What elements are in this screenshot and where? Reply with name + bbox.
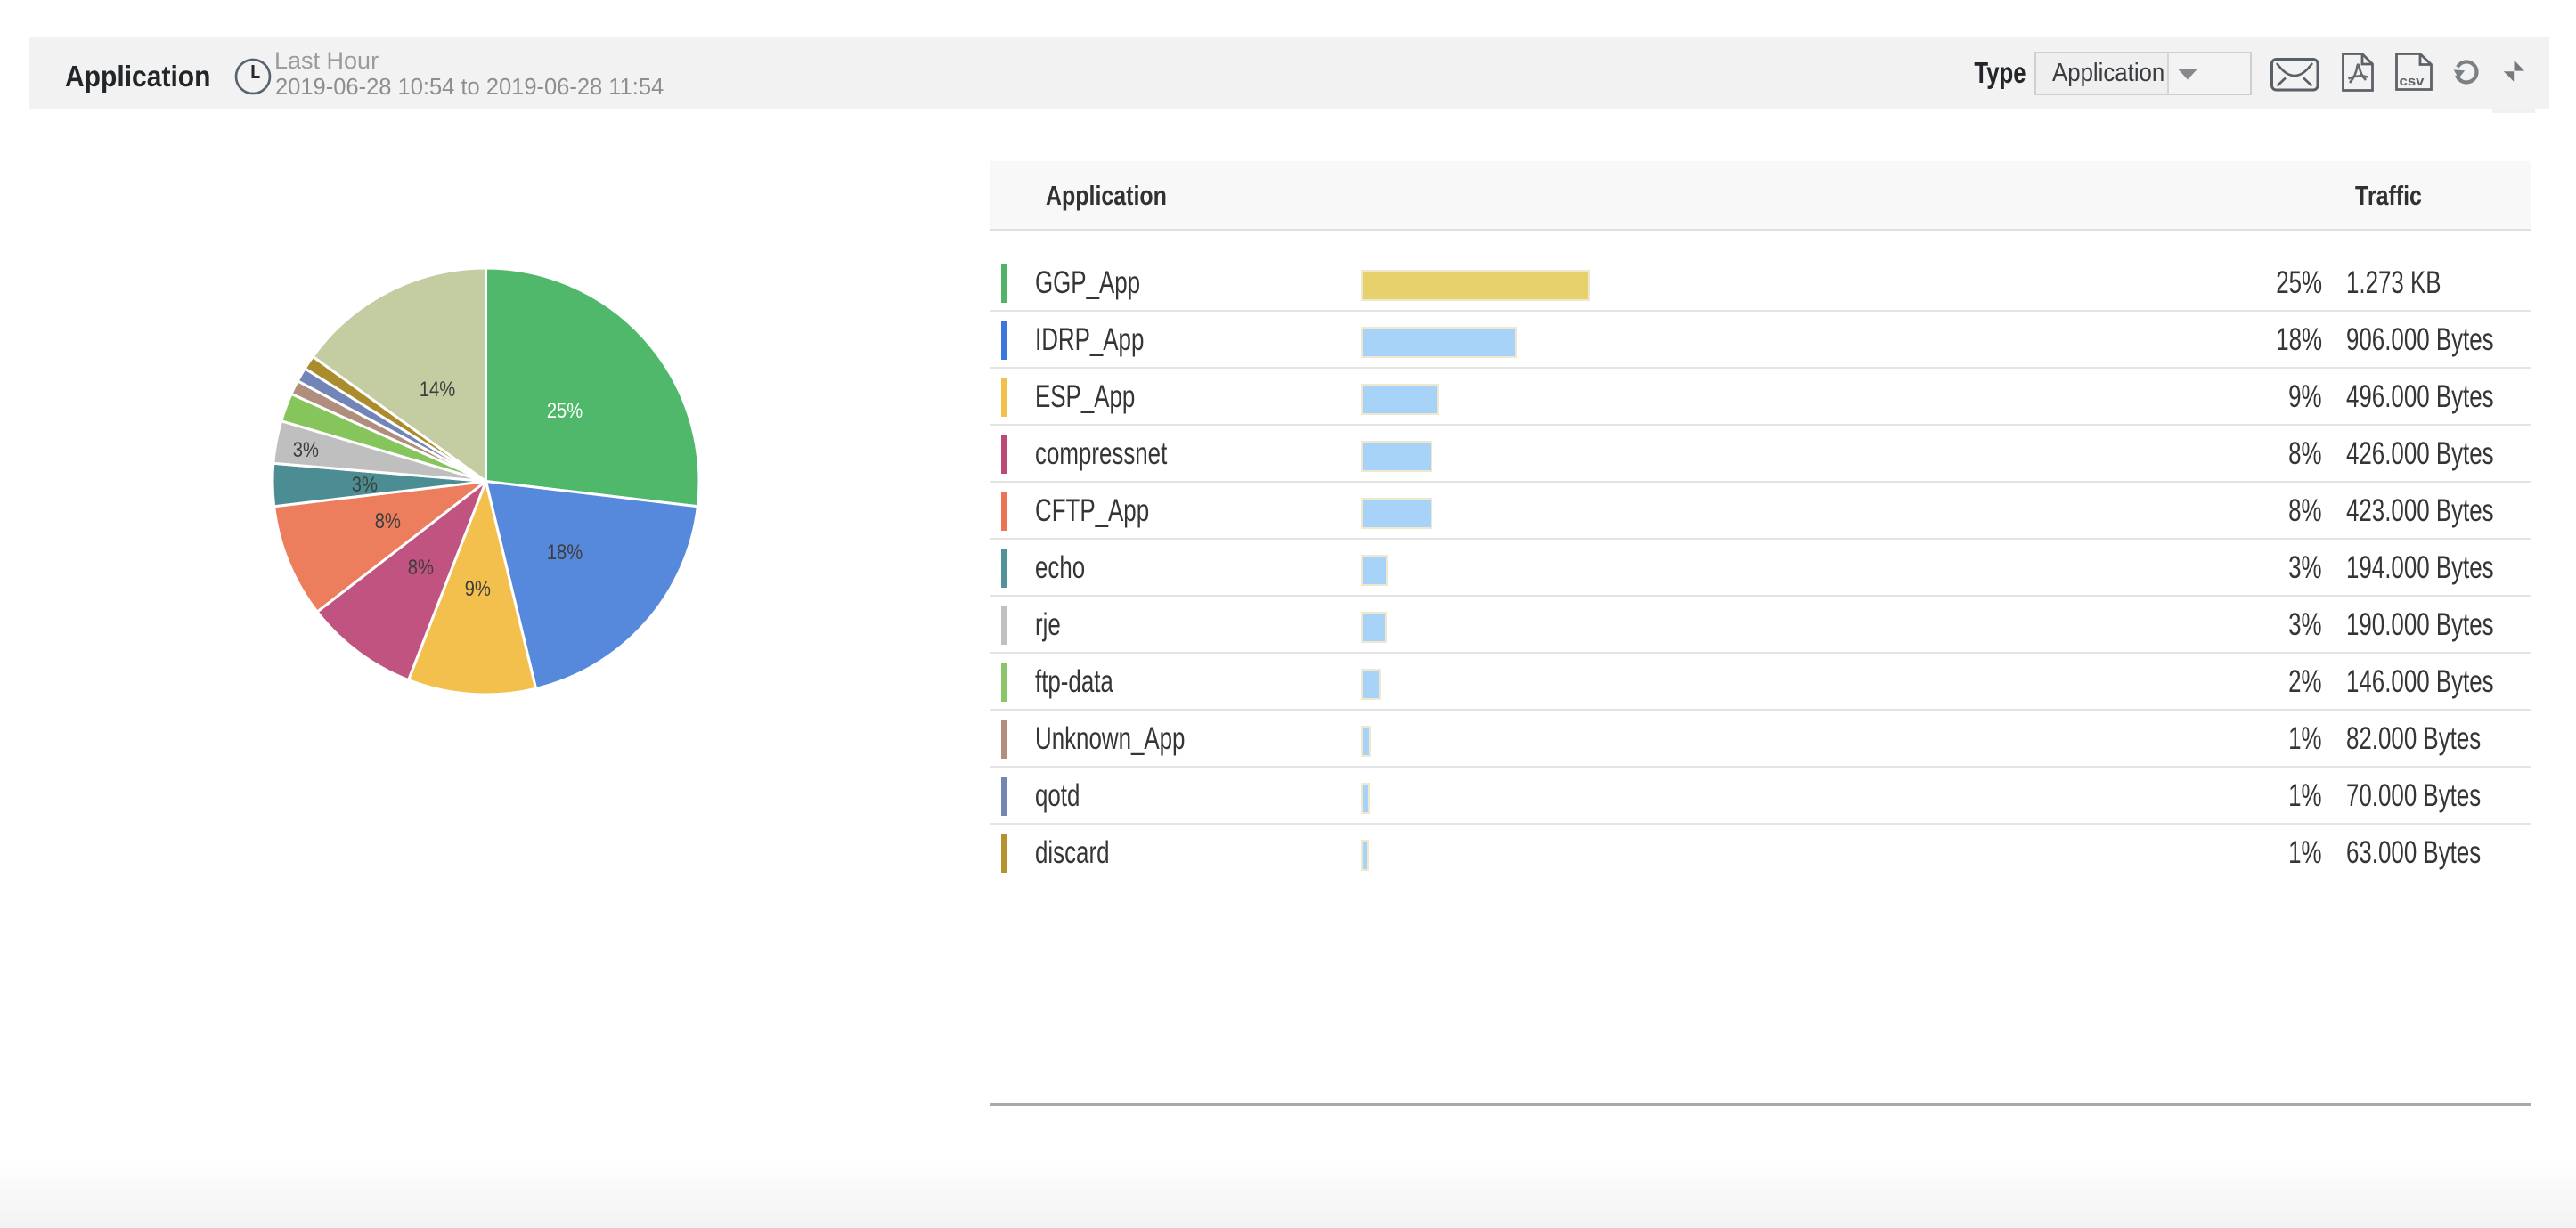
svg-text:csv: csv [2400,75,2425,89]
